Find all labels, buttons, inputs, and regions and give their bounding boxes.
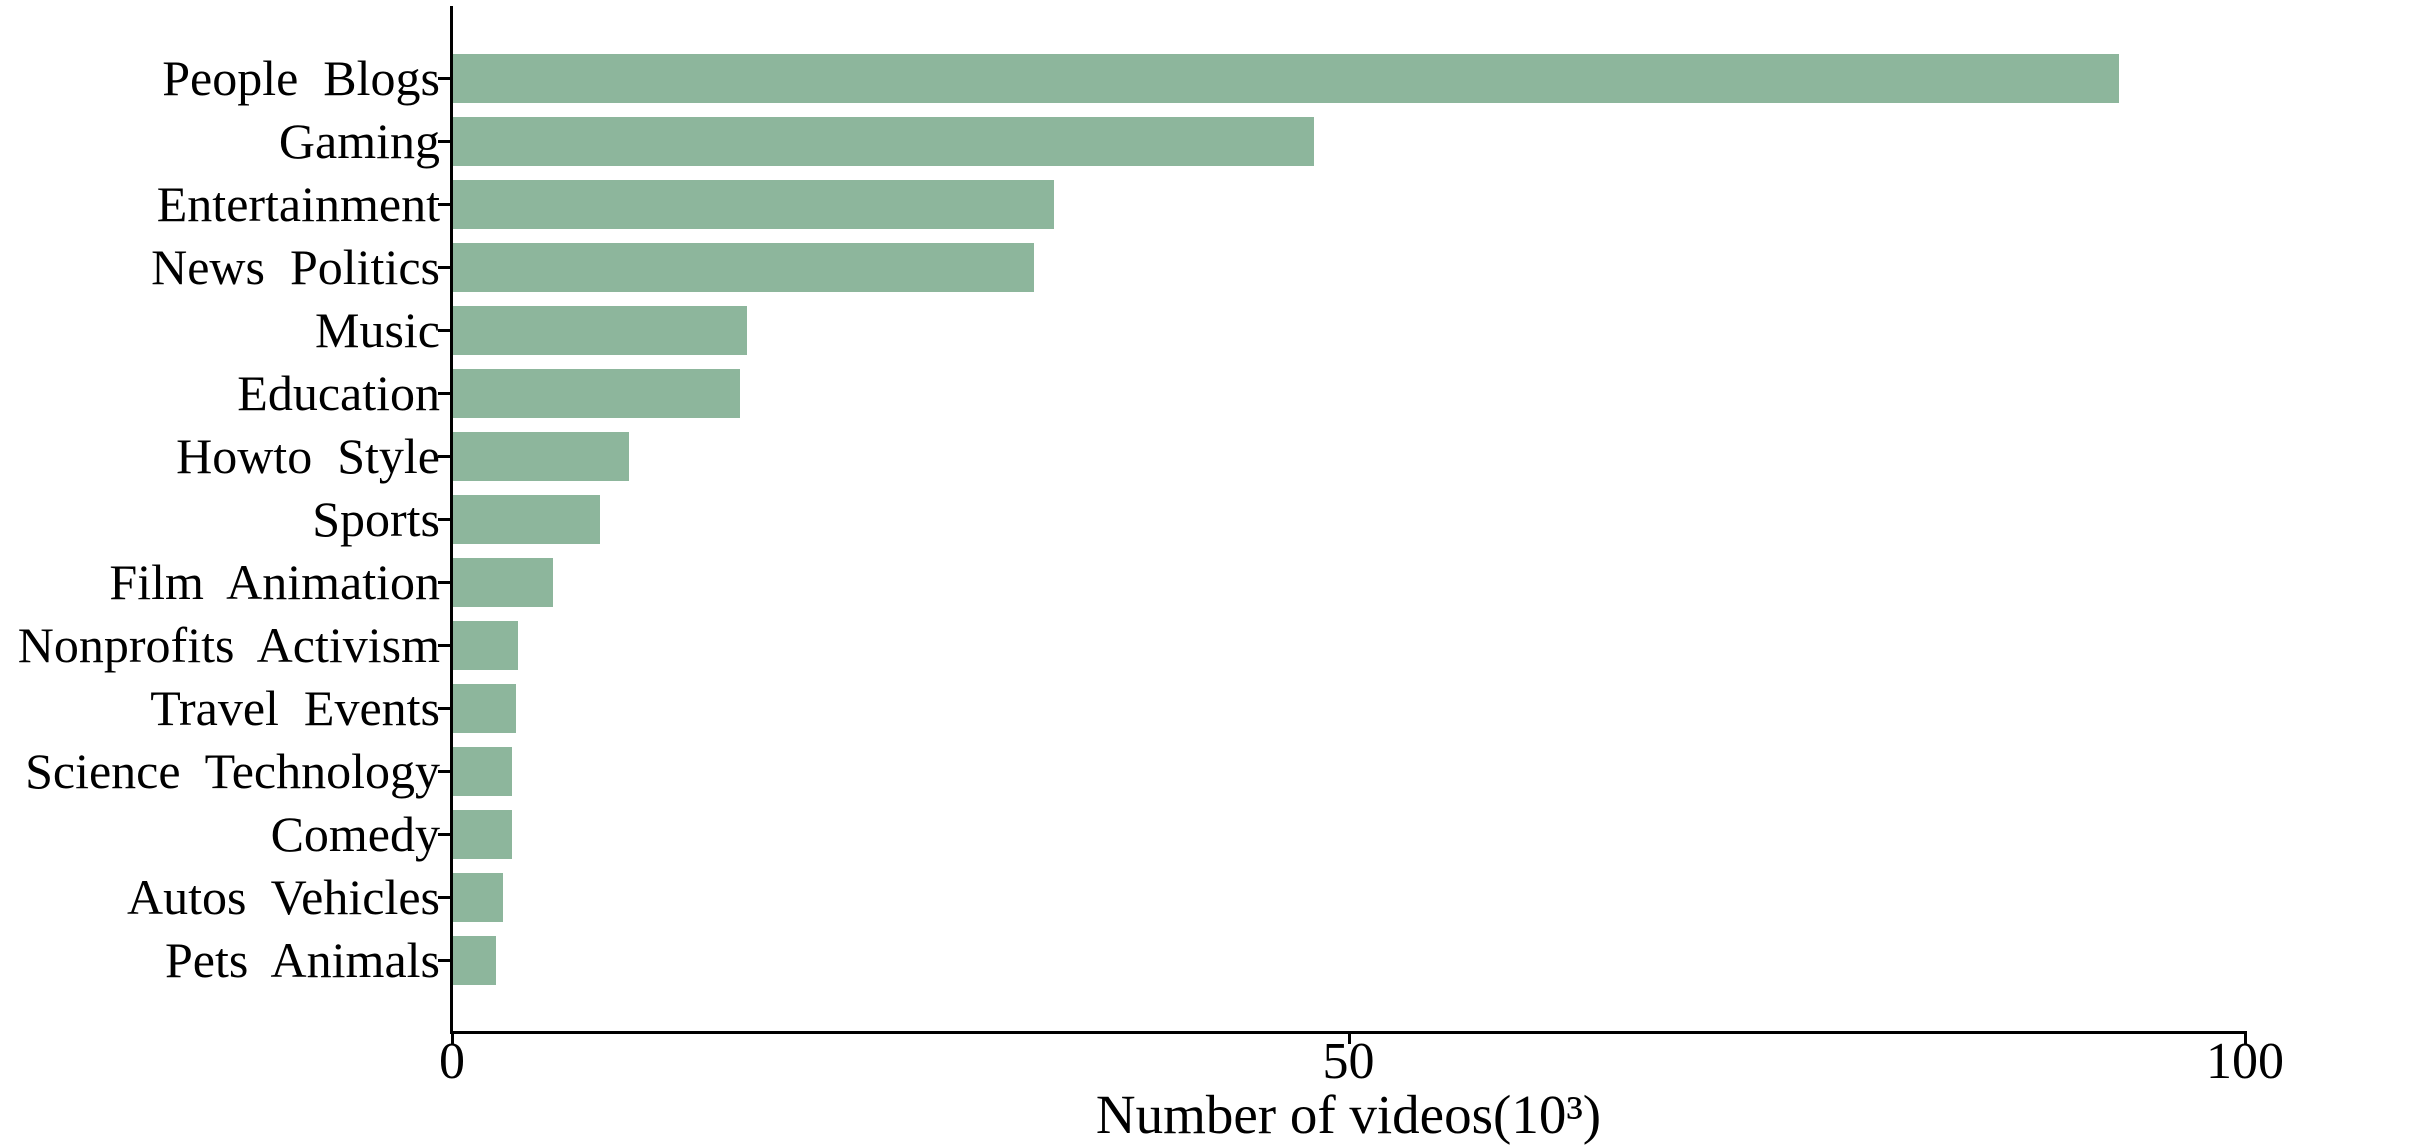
- category-label-science-technology: Science Technology: [25, 743, 440, 799]
- bar-comedy: [453, 809, 513, 859]
- category-label-howto-style: Howto Style: [176, 428, 440, 484]
- x-tick-100: [2244, 1031, 2247, 1044]
- y-tick-comedy: [438, 833, 451, 836]
- y-tick-education: [438, 392, 451, 395]
- category-label-entertainment: Entertainment: [156, 176, 440, 232]
- x-tick-50: [1347, 1031, 1351, 1044]
- bar-travel-events: [453, 683, 516, 733]
- x-tick-label-100: 100: [2206, 1033, 2284, 1090]
- x-tick-label-0: 0: [439, 1033, 465, 1090]
- y-tick-film-animation: [438, 581, 451, 584]
- bar-people-blogs: [453, 53, 2119, 103]
- category-label-people-blogs: People Blogs: [162, 50, 440, 106]
- x-axis-title: Number of videos(10³): [1095, 1084, 1602, 1145]
- y-tick-people-blogs: [438, 77, 451, 80]
- category-label-news-politics: News Politics: [151, 239, 440, 295]
- y-tick-pets-animals: [438, 959, 451, 962]
- category-label-comedy: Comedy: [270, 806, 440, 862]
- y-tick-travel-events: [438, 707, 451, 710]
- category-label-education: Education: [237, 365, 440, 421]
- bar-pets-animals: [453, 935, 497, 985]
- category-label-film-animation: Film Animation: [109, 554, 440, 610]
- y-axis-labels: People Blogs Gaming Entertainment News Poli…: [0, 0, 440, 1145]
- y-tick-nonprofits-activism: [438, 644, 451, 647]
- category-label-pets-animals: Pets Animals: [164, 932, 440, 988]
- bar-news-politics: [453, 242, 1034, 292]
- bar-education: [453, 368, 740, 418]
- x-tick-label-50: 50: [1322, 1033, 1375, 1090]
- y-tick-music: [438, 329, 451, 332]
- bar-science-technology: [453, 746, 513, 796]
- category-label-autos-vehicles: Autos Vehicles: [127, 869, 440, 925]
- bar-sports: [453, 494, 601, 544]
- bar-nonprofits-activism: [453, 620, 518, 670]
- bar-entertainment: [453, 179, 1054, 229]
- y-tick-entertainment: [438, 203, 451, 206]
- category-label-gaming: Gaming: [278, 113, 440, 169]
- bar-autos-vehicles: [453, 872, 504, 922]
- y-tick-science-technology: [438, 770, 451, 773]
- y-tick-autos-vehicles: [438, 896, 451, 899]
- y-tick-gaming: [438, 140, 451, 143]
- x-tick-0: [451, 1031, 454, 1044]
- bar-film-animation: [453, 557, 554, 607]
- category-label-travel-events: Travel Events: [150, 680, 440, 736]
- plot-area: [450, 6, 2246, 1034]
- category-label-sports: Sports: [312, 491, 440, 547]
- y-tick-news-politics: [438, 266, 451, 269]
- y-tick-howto-style: [438, 455, 451, 458]
- y-tick-sports: [438, 518, 451, 521]
- category-label-nonprofits-activism: Nonprofits Activism: [17, 617, 440, 673]
- category-label-music: Music: [315, 302, 440, 358]
- bar-gaming: [453, 116, 1314, 166]
- bar-music: [453, 305, 748, 355]
- bar-howto-style: [453, 431, 629, 481]
